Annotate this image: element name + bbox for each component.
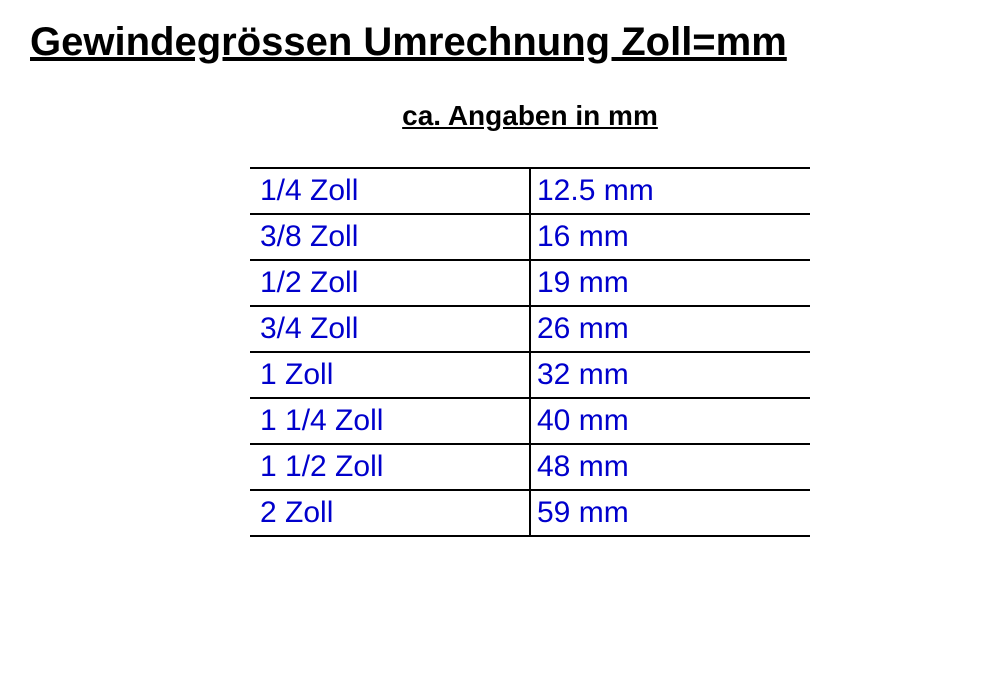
cell-mm: 12.5 mm — [530, 168, 810, 214]
cell-mm: 40 mm — [530, 398, 810, 444]
table-row: 3/4 Zoll 26 mm — [250, 306, 810, 352]
conversion-table: 1/4 Zoll 12.5 mm 3/8 Zoll 16 mm 1/2 Zoll… — [250, 167, 810, 537]
cell-mm: 19 mm — [530, 260, 810, 306]
cell-mm: 16 mm — [530, 214, 810, 260]
table-row: 2 Zoll 59 mm — [250, 490, 810, 536]
cell-zoll: 3/8 Zoll — [250, 214, 530, 260]
cell-mm: 32 mm — [530, 352, 810, 398]
cell-zoll: 1/2 Zoll — [250, 260, 530, 306]
cell-mm: 59 mm — [530, 490, 810, 536]
cell-mm: 48 mm — [530, 444, 810, 490]
cell-zoll: 1 1/4 Zoll — [250, 398, 530, 444]
table-row: 1/4 Zoll 12.5 mm — [250, 168, 810, 214]
cell-mm: 26 mm — [530, 306, 810, 352]
cell-zoll: 1/4 Zoll — [250, 168, 530, 214]
table-row: 1/2 Zoll 19 mm — [250, 260, 810, 306]
table-row: 3/8 Zoll 16 mm — [250, 214, 810, 260]
table-row: 1 1/2 Zoll 48 mm — [250, 444, 810, 490]
table-row: 1 Zoll 32 mm — [250, 352, 810, 398]
page-subtitle: ca. Angaben in mm — [250, 100, 810, 132]
conversion-table-body: 1/4 Zoll 12.5 mm 3/8 Zoll 16 mm 1/2 Zoll… — [250, 168, 810, 536]
page-title: Gewindegrössen Umrechnung Zoll=mm — [30, 20, 970, 65]
table-row: 1 1/4 Zoll 40 mm — [250, 398, 810, 444]
cell-zoll: 1 1/2 Zoll — [250, 444, 530, 490]
cell-zoll: 3/4 Zoll — [250, 306, 530, 352]
conversion-table-container: 1/4 Zoll 12.5 mm 3/8 Zoll 16 mm 1/2 Zoll… — [250, 167, 970, 537]
cell-zoll: 2 Zoll — [250, 490, 530, 536]
cell-zoll: 1 Zoll — [250, 352, 530, 398]
